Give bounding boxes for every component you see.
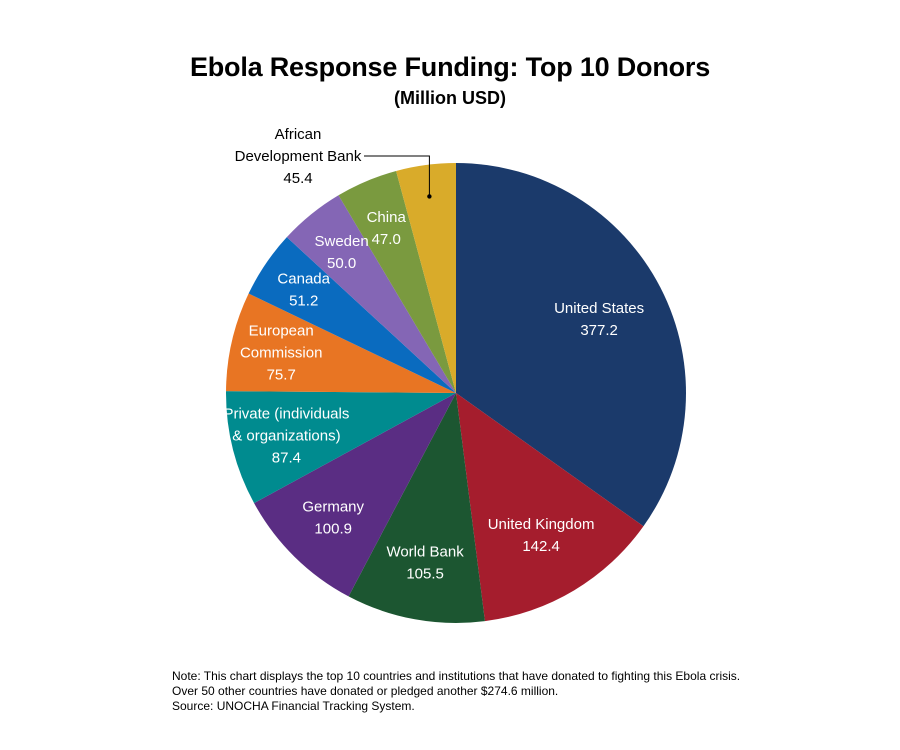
slice-united-states bbox=[456, 163, 686, 527]
slice-germany bbox=[254, 393, 456, 597]
slice-label-african-development-bank: African Development Bank 45.4 bbox=[235, 126, 362, 187]
slice-label-united-states: United States 377.2 bbox=[554, 300, 644, 339]
slice-label-germany: Germany 100.9 bbox=[302, 498, 364, 537]
african-development-bank-callout: African Development Bank 45.4 bbox=[235, 126, 432, 199]
note-line: Over 50 other countries have donated or … bbox=[172, 684, 559, 698]
slice-value: 105.5 bbox=[406, 566, 444, 583]
chart-subtitle: (Million USD) bbox=[394, 88, 506, 108]
slice-name: Germany bbox=[302, 498, 364, 515]
slice-label-china: China 47.0 bbox=[367, 209, 407, 248]
slice-value: 75.7 bbox=[267, 367, 296, 384]
slice-label-united-kingdom: United Kingdom 142.4 bbox=[488, 516, 595, 555]
slice-value: 51.2 bbox=[289, 293, 318, 310]
slice-value: 142.4 bbox=[522, 538, 560, 555]
chart-notes: Note: This chart displays the top 10 cou… bbox=[172, 669, 740, 714]
slice-name: China bbox=[367, 209, 407, 226]
slice-name: Commission bbox=[240, 345, 323, 362]
source-line: Source: UNOCHA Financial Tracking System… bbox=[172, 699, 415, 713]
slice-value: 47.0 bbox=[372, 231, 401, 248]
slice-name: Development Bank bbox=[235, 148, 362, 165]
slice-label-sweden: Sweden 50.0 bbox=[314, 233, 368, 272]
callout-leader-line bbox=[364, 155, 430, 197]
slice-name: African bbox=[275, 126, 322, 143]
slice-name: & organizations) bbox=[232, 428, 340, 445]
slice-label-world-bank: World Bank 105.5 bbox=[386, 544, 464, 583]
slice-name: Sweden bbox=[314, 233, 368, 250]
slice-united-kingdom bbox=[456, 393, 644, 622]
slice-value: 377.2 bbox=[580, 322, 618, 339]
slice-name: Canada bbox=[277, 271, 330, 288]
slice-name: World Bank bbox=[386, 544, 464, 561]
slice-label-european-commission: European Commission 75.7 bbox=[240, 323, 323, 384]
pie-slices bbox=[226, 163, 686, 624]
slice-world-bank bbox=[348, 393, 485, 624]
slice-private-individuals-organizations bbox=[226, 391, 456, 504]
slice-name: Private (individuals bbox=[223, 406, 349, 423]
slice-name: European bbox=[249, 323, 314, 340]
note-line: Note: This chart displays the top 10 cou… bbox=[172, 669, 741, 683]
slice-value: 87.4 bbox=[272, 450, 301, 467]
chart-title: Ebola Response Funding: Top 10 Donors bbox=[189, 52, 711, 82]
slice-label-private-individuals-organizations: Private (individuals & organizations) 87.4 bbox=[223, 406, 349, 467]
slice-value: 100.9 bbox=[314, 520, 352, 537]
callout-dot bbox=[427, 194, 432, 199]
slice-name: United States bbox=[554, 300, 644, 317]
slice-canada bbox=[248, 237, 456, 393]
slice-sweden bbox=[286, 195, 456, 393]
slice-label-canada: Canada 51.2 bbox=[277, 271, 330, 310]
slice-african-development-bank bbox=[396, 163, 456, 393]
slice-name: United Kingdom bbox=[488, 516, 595, 533]
slice-value: 45.4 bbox=[283, 170, 312, 187]
slice-value: 50.0 bbox=[327, 255, 356, 272]
slice-european-commission bbox=[226, 293, 456, 393]
pie-labels: United States 377.2 United Kingdom 142.4 Wor… bbox=[223, 209, 644, 583]
slice-china bbox=[338, 170, 456, 393]
